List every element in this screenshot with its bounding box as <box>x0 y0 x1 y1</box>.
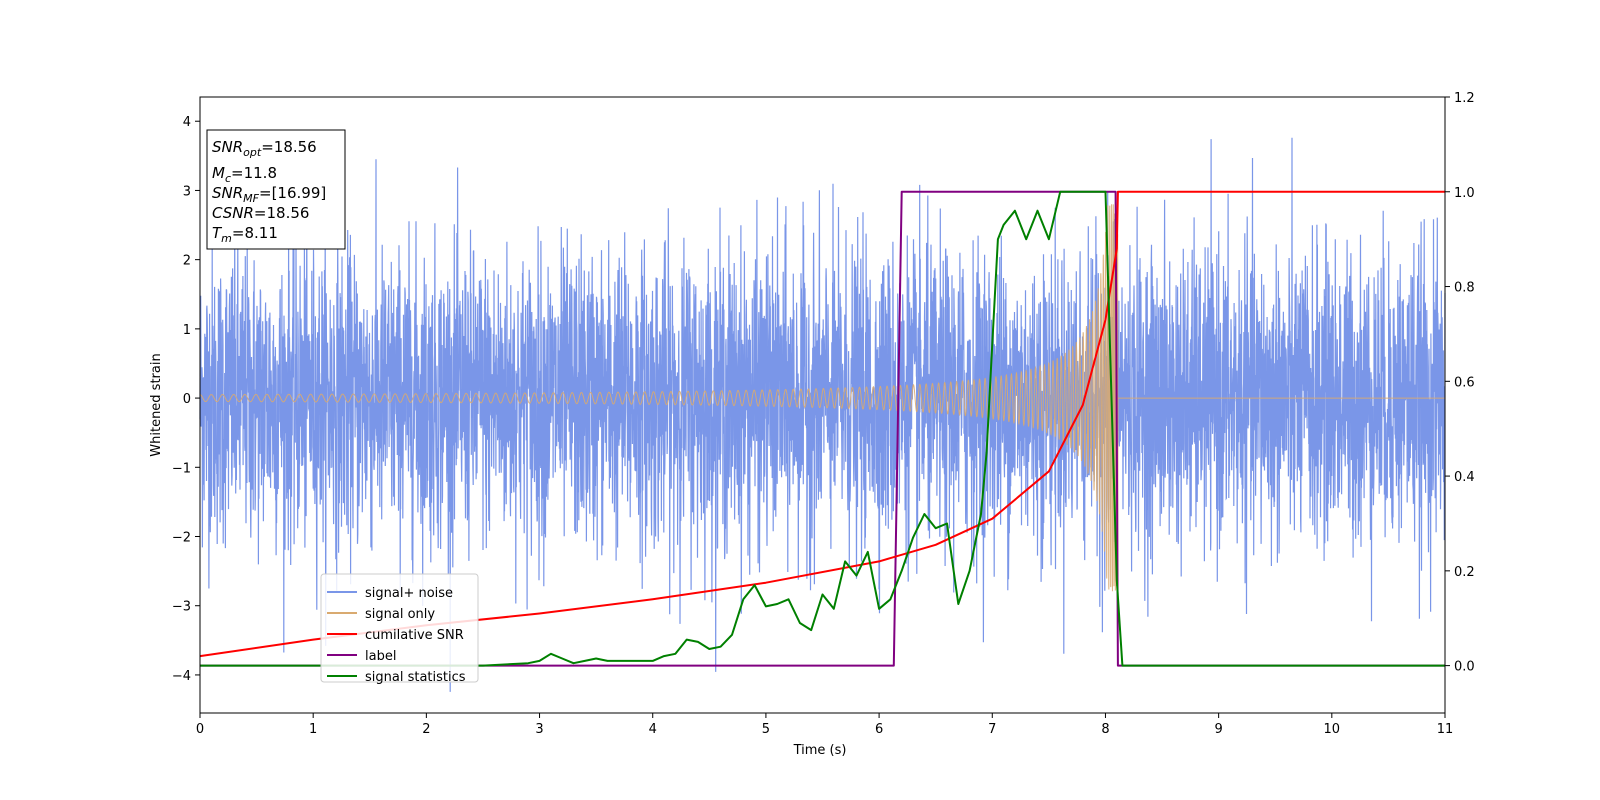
legend-label: signal statistics <box>365 670 466 685</box>
axes-frame <box>199 96 1446 714</box>
series-signal-noise <box>199 137 1446 692</box>
annotation-box: SNRopt=18.56 Mc=11.8 SNRMF=[16.99] CSNR=… <box>206 129 346 250</box>
x-tick-label: 0 <box>196 722 204 737</box>
y-tick-label-left: 1 <box>183 323 191 338</box>
y-tick-label-left: 2 <box>183 254 191 269</box>
y-ticks-left: 4 3 2 1 0 −1 −2 −3 −4 <box>172 115 200 684</box>
legend-frame <box>320 573 479 683</box>
y-tick-label-right: 0.2 <box>1454 565 1475 580</box>
annotation-snr-mf: SNRMF=[16.99] <box>212 184 326 205</box>
y-tick-label-left: −3 <box>172 600 191 615</box>
y-tick-label-left: −4 <box>172 669 191 684</box>
x-tick-label: 8 <box>1101 722 1109 737</box>
y-tick-label-right: 0.8 <box>1454 281 1475 296</box>
x-tick-label: 9 <box>1214 722 1222 737</box>
legend-label: signal+ noise <box>365 586 453 601</box>
noise-line <box>199 137 1446 692</box>
legend: signal+ noise signal only cumilative SNR la… <box>320 573 479 685</box>
x-tick-label: 7 <box>988 722 996 737</box>
x-tick-label: 6 <box>875 722 883 737</box>
annotation-csnr-value: 18.56 <box>267 204 310 222</box>
annotation-csnr: CSNR=18.56 <box>212 204 309 222</box>
legend-label: label <box>365 649 396 664</box>
y-tick-label-left: 4 <box>183 115 191 130</box>
y-tick-label-left: 0 <box>183 392 191 407</box>
x-tick-label: 10 <box>1324 722 1341 737</box>
y-tick-label-right: 0.0 <box>1454 660 1475 675</box>
legend-label: cumilative SNR <box>365 628 464 643</box>
x-ticks: 0 1 2 3 4 5 6 7 8 9 10 11 <box>196 713 1453 737</box>
signal-statistics-line <box>200 190 1445 667</box>
x-tick-label: 2 <box>422 722 430 737</box>
annotation-tm-value: 8.11 <box>244 224 277 242</box>
annotation-frame <box>206 129 346 250</box>
y-tick-label-right: 1.2 <box>1454 91 1475 106</box>
x-tick-label: 5 <box>762 722 770 737</box>
y-tick-label-right: 0.4 <box>1454 470 1475 485</box>
x-tick-label: 4 <box>649 722 657 737</box>
annotation-mc: Mc=11.8 <box>212 164 277 185</box>
x-axis-label: Time (s) <box>793 743 847 758</box>
series-signal-only <box>199 204 1445 592</box>
annotation-snr-opt: SNRopt=18.56 <box>212 138 317 159</box>
y-ticks-right: 1.2 1.0 0.8 0.6 0.4 0.2 0.0 <box>1445 91 1475 675</box>
y-tick-label-left: −2 <box>172 531 191 546</box>
x-tick-label: 1 <box>309 722 317 737</box>
y-axis-label: Whitened strain <box>149 353 164 456</box>
y-tick-label-left: −1 <box>172 461 191 476</box>
signal-only-line <box>199 204 1445 592</box>
annotation-tm: Tm=8.11 <box>212 224 278 245</box>
annotation-mc-value: 11.8 <box>244 164 277 182</box>
x-tick-label: 3 <box>535 722 543 737</box>
x-tick-label: 11 <box>1437 722 1454 737</box>
y-tick-label-right: 0.6 <box>1454 375 1475 390</box>
annotation-snr-mf-value: [16.99] <box>272 184 327 202</box>
y-tick-label-left: 3 <box>183 184 191 199</box>
series-signal-statistics <box>200 190 1445 667</box>
annotation-snr-opt-value: 18.56 <box>274 138 317 156</box>
y-tick-label-right: 1.0 <box>1454 186 1475 201</box>
legend-label: signal only <box>365 607 435 622</box>
